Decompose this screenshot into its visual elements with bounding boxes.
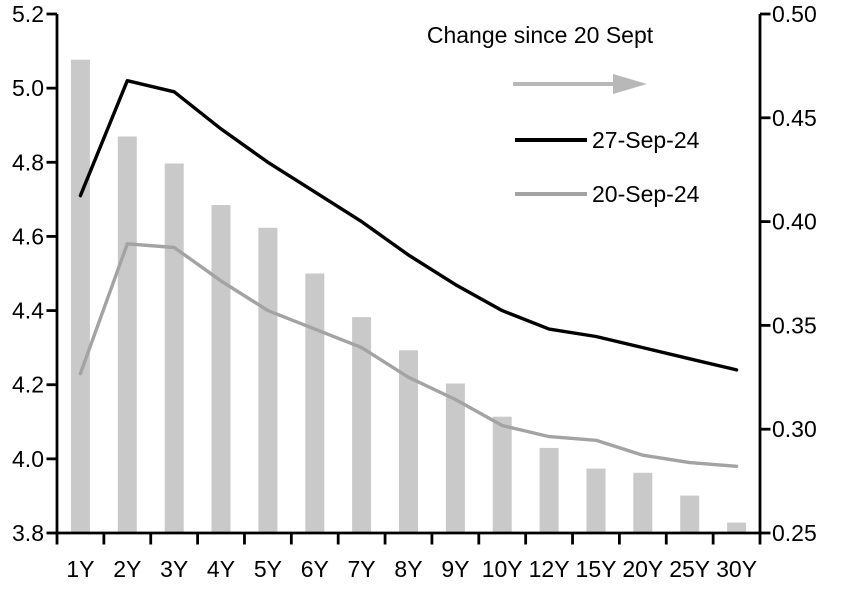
x-axis-label-20Y: 20Y [622, 556, 663, 582]
x-axis-label-6Y: 6Y [301, 556, 329, 582]
bars-group [70, 59, 747, 534]
right-axis-label: 0.30 [772, 416, 817, 442]
bar-1Y [70, 59, 90, 533]
x-axis-label-25Y: 25Y [669, 556, 710, 582]
bar-9Y [445, 383, 465, 533]
bar-12Y [539, 447, 559, 533]
bar-2Y [117, 136, 137, 533]
left-axis-label: 4.0 [12, 446, 44, 472]
right-axis-label: 0.35 [772, 312, 817, 338]
x-axis-label-8Y: 8Y [394, 556, 422, 582]
x-axis-label-10Y: 10Y [482, 556, 523, 582]
x-axis-label-4Y: 4Y [207, 556, 235, 582]
left-axis-label: 3.8 [12, 520, 44, 546]
line-20-sep-24 [78, 242, 739, 468]
x-axis-label-2Y: 2Y [113, 556, 141, 582]
bar-4Y [211, 205, 231, 533]
bar-25Y [680, 495, 700, 533]
right-axis-label: 0.25 [772, 520, 817, 546]
left-axis-label: 5.0 [12, 75, 44, 101]
right-axis-label: 0.40 [772, 209, 817, 235]
x-axis-label-3Y: 3Y [160, 556, 188, 582]
left-axis-label: 5.2 [12, 1, 44, 27]
x-axis-label-15Y: 15Y [576, 556, 617, 582]
bar-30Y [727, 522, 747, 533]
x-axis-label-9Y: 9Y [441, 556, 469, 582]
bar-15Y [586, 468, 606, 533]
bar-8Y [399, 350, 418, 533]
axes [46, 12, 771, 545]
bar-20Y [633, 472, 653, 533]
left-axis-label: 4.8 [12, 149, 44, 175]
bar-5Y [258, 227, 278, 534]
right-axis-label: 0.45 [772, 105, 817, 131]
bar-3Y [164, 163, 184, 533]
bar-7Y [352, 317, 372, 533]
x-axis-label-12Y: 12Y [529, 556, 570, 582]
x-axis-label-5Y: 5Y [254, 556, 282, 582]
line-27-sep-24 [78, 78, 739, 372]
x-axis-label-1Y: 1Y [66, 556, 94, 582]
x-axis-label-30Y: 30Y [716, 556, 757, 582]
bar-6Y [305, 273, 325, 533]
x-axis-label-7Y: 7Y [348, 556, 376, 582]
right-axis-label: 0.50 [772, 1, 817, 27]
bar-10Y [492, 416, 512, 533]
left-axis-label: 4.2 [12, 372, 44, 398]
left-axis-label: 4.4 [12, 298, 44, 324]
left-axis-label: 4.6 [12, 223, 44, 249]
